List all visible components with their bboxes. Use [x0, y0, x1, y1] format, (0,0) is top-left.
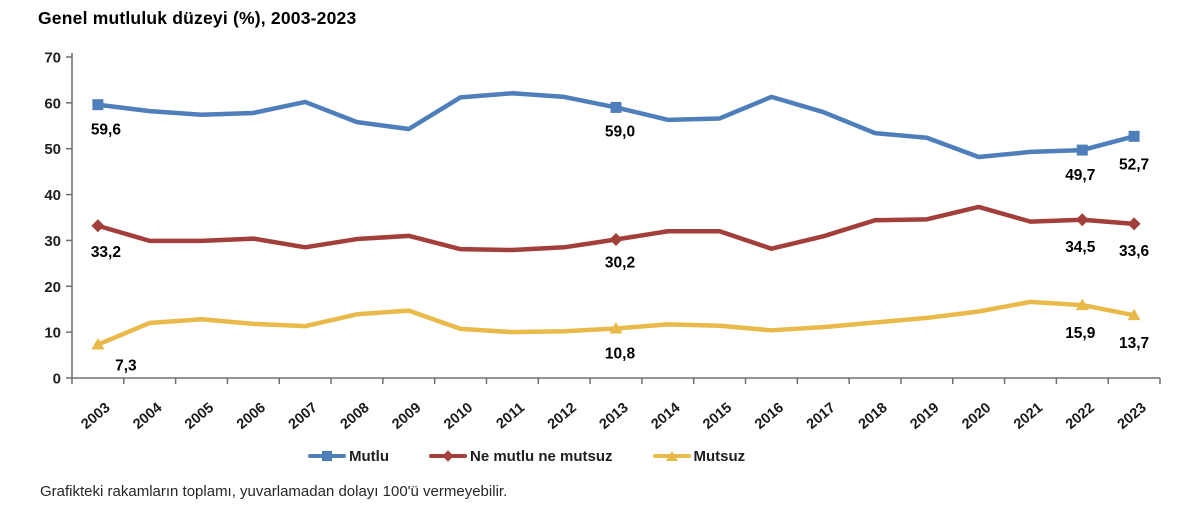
legend-item-mutlu: Mutlu	[308, 448, 389, 465]
footnote: Grafikteki rakamların toplamı, yuvarlama…	[40, 483, 508, 500]
data-point-marker	[609, 233, 623, 247]
data-label: 10,8	[605, 345, 636, 362]
data-point-marker	[1075, 213, 1089, 227]
data-label: 52,7	[1119, 156, 1149, 173]
ne-mutlu-ne-mutsuz-series-marker-icon	[428, 448, 467, 464]
legend-label-mutlu: Mutlu	[349, 447, 389, 465]
x-tick-label: 2012	[545, 400, 580, 433]
x-tick-label: 2003	[78, 400, 113, 433]
data-label: 59,0	[605, 123, 635, 140]
data-point-marker	[610, 101, 622, 113]
data-point-marker	[1076, 144, 1088, 156]
x-tick-label: 2008	[338, 400, 373, 433]
y-tick-label: 0	[53, 371, 61, 388]
data-point-marker	[609, 321, 623, 334]
data-label: 7,3	[115, 358, 137, 375]
x-tick-label: 2019	[907, 400, 942, 433]
y-tick-label: 30	[44, 233, 61, 250]
x-tick-label: 2013	[597, 400, 632, 433]
legend-item-ne-mutlu-ne-mutsuz: Ne mutlu ne mutsuz	[428, 447, 613, 465]
legend-label-ne-mutlu-ne-mutsuz: Ne mutlu ne mutsuz	[469, 447, 613, 465]
data-label: 33,6	[1119, 243, 1150, 260]
y-tick-label: 20	[44, 279, 61, 296]
x-tick-label: 2018	[856, 400, 891, 433]
mutsuz-series-marker-icon	[652, 448, 691, 464]
y-tick-label: 10	[44, 325, 61, 342]
data-point-marker	[1128, 130, 1140, 142]
chart-legend: Mutlu Ne mutlu ne mutsuz Mutsuz	[308, 445, 745, 467]
data-label: 15,9	[1065, 325, 1096, 342]
x-tick-label: 2011	[494, 400, 528, 432]
chart-title: Genel mutluluk düzeyi (%), 2003-2023	[38, 8, 357, 28]
data-point-marker	[91, 338, 105, 350]
data-label: 33,2	[91, 244, 121, 261]
data-label: 13,7	[1119, 335, 1149, 352]
x-tick-label: 2014	[648, 400, 683, 433]
data-point-marker	[1127, 217, 1141, 231]
legend-item-mutsuz: Mutsuz	[652, 447, 746, 465]
data-point-marker	[91, 219, 105, 233]
x-tick-label: 2022	[1063, 400, 1098, 433]
data-label: 34,5	[1065, 239, 1096, 256]
x-tick-label: 2016	[752, 400, 787, 433]
x-tick-label: 2006	[234, 400, 269, 433]
legend-label-mutsuz: Mutsuz	[693, 447, 746, 465]
x-tick-label: 2010	[441, 400, 476, 433]
data-label: 30,2	[605, 255, 635, 272]
x-tick-label: 2004	[130, 400, 165, 433]
data-point-marker	[92, 99, 104, 111]
y-tick-label: 70	[44, 50, 61, 67]
data-label: 59,6	[91, 122, 122, 139]
x-tick-label: 2021	[1011, 400, 1046, 433]
x-tick-label: 2015	[700, 400, 735, 433]
y-tick-label: 50	[44, 141, 61, 158]
x-tick-label: 2020	[959, 400, 994, 433]
data-point-marker	[1075, 298, 1089, 311]
x-tick-label: 2007	[286, 400, 321, 433]
data-point-marker	[1127, 308, 1141, 321]
x-tick-label: 2017	[804, 400, 839, 433]
data-label: 49,7	[1065, 167, 1095, 184]
x-tick-label: 2009	[389, 400, 424, 433]
y-tick-label: 60	[44, 95, 61, 112]
x-tick-label: 2005	[182, 400, 217, 433]
mutlu-series-marker-icon	[308, 448, 346, 464]
y-tick-label: 40	[44, 187, 61, 204]
x-tick-label: 2023	[1115, 400, 1150, 433]
